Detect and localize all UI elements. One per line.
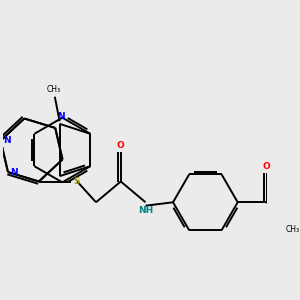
Text: S: S: [73, 177, 80, 186]
Text: NH: NH: [138, 206, 153, 215]
Text: N: N: [3, 136, 11, 145]
Text: CH₃: CH₃: [285, 225, 299, 234]
Text: O: O: [263, 162, 271, 171]
Text: O: O: [117, 141, 124, 150]
Text: CH₃: CH₃: [47, 85, 61, 94]
Text: N: N: [57, 112, 64, 121]
Text: N: N: [11, 168, 18, 177]
